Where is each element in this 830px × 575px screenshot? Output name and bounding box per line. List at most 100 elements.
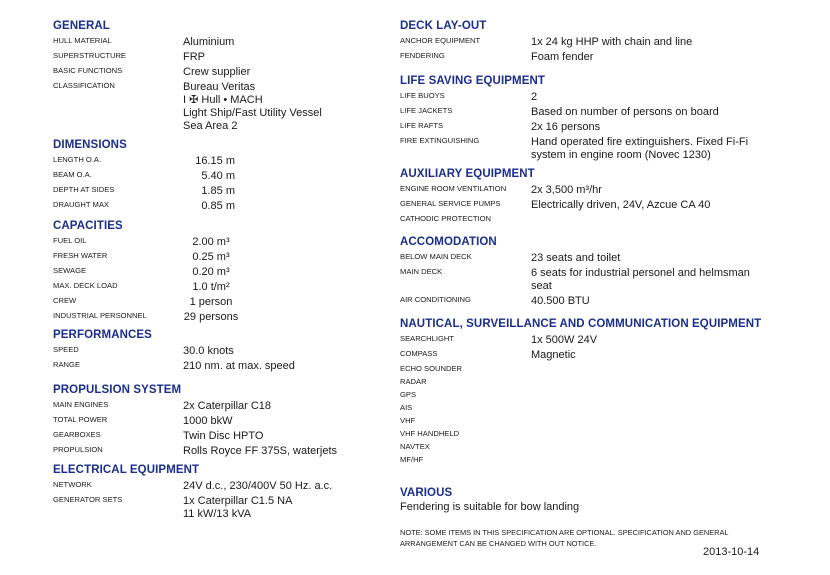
spec-row: Searchlight 1x 500W 24V bbox=[400, 332, 761, 347]
spec-row: Superstructure FRP bbox=[53, 49, 322, 64]
spec-row: Fendering Foam fender bbox=[400, 49, 692, 64]
spec-row: Engine room ventilation 2x 3,500 m³/hr bbox=[400, 182, 710, 197]
spec-label: Main deck bbox=[400, 267, 443, 276]
spec-value: 6 seats for industrial personel and helm… bbox=[531, 265, 750, 293]
spec-value-line: 210 nm. at max. speed bbox=[183, 360, 295, 372]
spec-label: Searchlight bbox=[400, 334, 455, 343]
section-accomodation: ACCOMODATION Below main deck 23 seats and … bbox=[400, 235, 750, 308]
spec-label: Fendering bbox=[400, 51, 445, 60]
spec-label: Engine room ventilation bbox=[400, 184, 507, 193]
spec-label: Life jackets bbox=[400, 106, 453, 115]
section-heading: PERFORMANCES bbox=[53, 329, 152, 341]
spec-row: Industrial personnel 29 persons bbox=[53, 309, 239, 324]
section-heading: LIFE SAVING EQUIPMENT bbox=[400, 75, 546, 87]
spec-row: Length O.A. 16.15 m bbox=[53, 153, 235, 168]
section-heading: GENERAL bbox=[53, 20, 110, 32]
spec-row: Main deck 6 seats for industrial personel… bbox=[400, 265, 750, 293]
spec-row: Life buoys 2 bbox=[400, 89, 748, 104]
spec-value: 30.0 knots bbox=[183, 343, 234, 358]
spec-row: Fuel oil 2.00 m³ bbox=[53, 234, 239, 249]
spec-row: Fire extinguishing Hand operated fire ext… bbox=[400, 134, 748, 162]
spec-value: 1.85 m bbox=[189, 183, 235, 198]
spec-value: 2x 16 persons bbox=[531, 119, 600, 134]
spec-label: Anchor equipment bbox=[400, 36, 481, 45]
spec-value: 1.0 t/m² bbox=[183, 279, 239, 294]
section-heading: CAPACITIES bbox=[53, 220, 123, 232]
spec-label: VHF handheld bbox=[400, 429, 460, 438]
spec-label: Basic functions bbox=[53, 66, 123, 75]
spec-value-line: Twin Disc HPTO bbox=[183, 430, 264, 442]
spec-row: Navtex bbox=[400, 440, 761, 453]
spec-value-line: 0.85 m bbox=[201, 200, 235, 212]
section-performances: PERFORMANCES Speed 30.0 knots Range 210 nm. … bbox=[53, 328, 295, 373]
spec-label: Classification bbox=[53, 81, 115, 90]
section-heading: DECK LAY-OUT bbox=[400, 20, 487, 32]
spec-row: Sewage 0.20 m³ bbox=[53, 264, 239, 279]
section-general: GENERAL Hull material Aluminium Superstruct… bbox=[53, 19, 322, 133]
spec-label: Length O.A. bbox=[53, 155, 102, 164]
spec-row: Gearboxes Twin Disc HPTO bbox=[53, 428, 337, 443]
spec-value: 5.40 m bbox=[189, 168, 235, 183]
spec-row: Anchor equipment 1x 24 kg HHP with chain … bbox=[400, 34, 692, 49]
spec-label: Main engines bbox=[53, 400, 109, 409]
spec-row: VHF bbox=[400, 414, 761, 427]
spec-value-line: Based on number of persons on board bbox=[531, 106, 719, 118]
spec-value-line: Rolls Royce FF 375S, waterjets bbox=[183, 445, 338, 457]
spec-value: 2x Caterpillar C18 bbox=[183, 398, 271, 413]
spec-row: Air conditioning 40.500 BTU bbox=[400, 293, 750, 308]
spec-value-line: 30.0 knots bbox=[183, 345, 234, 357]
spec-label: Fresh water bbox=[53, 251, 108, 260]
spec-row: Total power 1000 bkW bbox=[53, 413, 337, 428]
spec-row: Life jackets Based on number of persons o… bbox=[400, 104, 748, 119]
spec-label: Industrial personnel bbox=[53, 311, 147, 320]
spec-value-line: 11 kW/13 kVA bbox=[183, 508, 252, 520]
spec-row: Main engines 2x Caterpillar C18 bbox=[53, 398, 337, 413]
spec-value: 40.500 BTU bbox=[531, 293, 590, 308]
spec-value-line: 2 bbox=[531, 91, 538, 103]
spec-row: Propulsion Rolls Royce FF 375S, waterjets bbox=[53, 443, 337, 458]
section-capacities: CAPACITIES Fuel oil 2.00 m³ Fresh water 0.25… bbox=[53, 219, 239, 324]
spec-value-line: seat bbox=[531, 280, 552, 292]
spec-value-line: Sea Area 2 bbox=[183, 120, 238, 132]
spec-value: 1x Caterpillar C1.5 NA 11 kW/13 kVA bbox=[183, 493, 292, 521]
spec-value: 2.00 m³ bbox=[183, 234, 239, 249]
spec-row: Beam O.A. 5.40 m bbox=[53, 168, 235, 183]
spec-value-line: 16.15 m bbox=[195, 155, 235, 167]
section-electrical-equipment: ELECTRICAL EQUIPMENT Network 24V d.c., 230… bbox=[53, 463, 332, 521]
note-line: NOTE: SOME ITEMS IN THIS SPECIFICATION A… bbox=[400, 528, 729, 537]
spec-label: General service pumps bbox=[400, 199, 501, 208]
section-heading: VARIOUS bbox=[400, 487, 453, 499]
spec-label: MF/HF bbox=[400, 455, 424, 464]
spec-row: Life rafts 2x 16 persons bbox=[400, 119, 748, 134]
spec-label: Hull material bbox=[53, 36, 112, 45]
spec-row: General service pumps Electrically driven… bbox=[400, 197, 710, 212]
spec-value: Rolls Royce FF 375S, waterjets bbox=[183, 443, 337, 458]
spec-label: Air conditioning bbox=[400, 295, 471, 304]
spec-label: Propulsion bbox=[53, 445, 103, 454]
spec-row: VHF handheld bbox=[400, 427, 761, 440]
spec-value-line: Bureau Veritas bbox=[183, 81, 256, 93]
note-line: ARRANGEMENT CAN BE CHANGED WITH OUT NOTI… bbox=[400, 539, 597, 548]
section-heading: DIMENSIONS bbox=[53, 139, 127, 151]
spec-label: Below main deck bbox=[400, 252, 472, 261]
spec-label: GPS bbox=[400, 390, 417, 399]
section-deck-lay-out: DECK LAY-OUT Anchor equipment 1x 24 kg HHP… bbox=[400, 19, 692, 64]
spec-label: Beam O.A. bbox=[53, 170, 92, 179]
spec-value: 1000 bkW bbox=[183, 413, 233, 428]
spec-value: Aluminium bbox=[183, 34, 234, 49]
spec-value-line: 29 persons bbox=[183, 311, 239, 323]
spec-value: FRP bbox=[183, 49, 205, 64]
spec-value-line: 1000 bkW bbox=[183, 415, 233, 427]
spec-value: 2 bbox=[531, 89, 537, 104]
spec-value-line: Crew supplier bbox=[183, 66, 251, 78]
various-text: Fendering is suitable for bow landing bbox=[400, 501, 580, 513]
spec-value: Bureau Veritas I ✠ Hull • MACH Light Ship… bbox=[183, 79, 322, 133]
spec-value: 0.85 m bbox=[189, 198, 235, 213]
spec-label: Generator sets bbox=[53, 495, 123, 504]
spec-value: 1 person bbox=[183, 294, 239, 309]
spec-label: Fuel oil bbox=[53, 236, 87, 245]
spec-label: Life rafts bbox=[400, 121, 444, 130]
section-various: VARIOUS Fendering is suitable for bow la… bbox=[400, 486, 579, 513]
spec-value: Foam fender bbox=[531, 49, 593, 64]
section-heading: ELECTRICAL EQUIPMENT bbox=[53, 464, 200, 476]
